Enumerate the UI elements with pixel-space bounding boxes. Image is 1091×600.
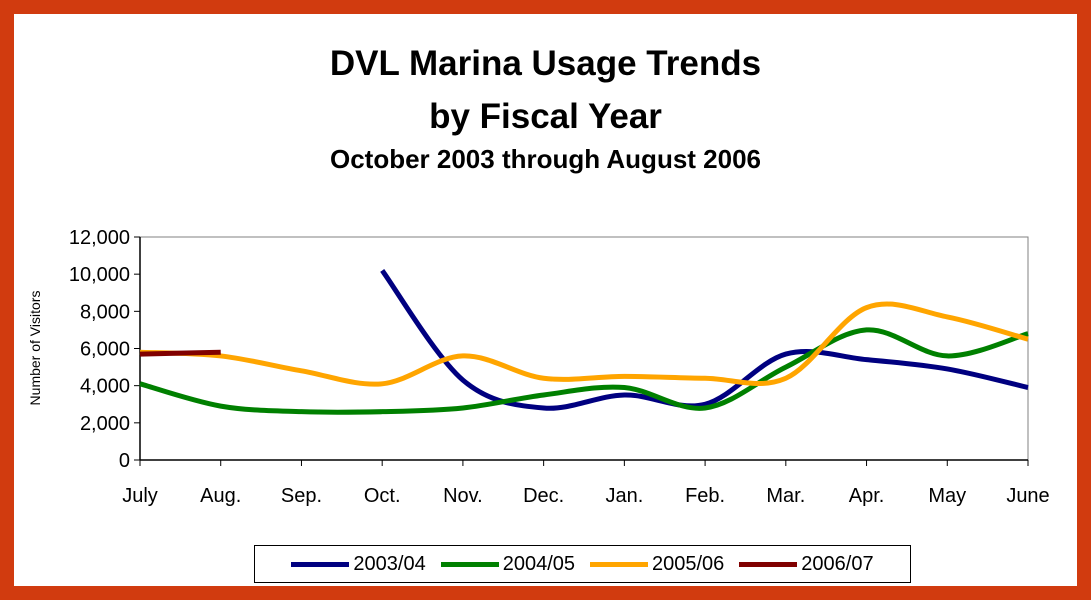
series-line-2004-05 (139, 327, 1029, 415)
x-tick-label: Oct. (364, 485, 401, 507)
x-tick-label: Jan. (605, 485, 643, 507)
legend-item: 2003/04 (291, 552, 426, 576)
y-tick-label: 6,000 (80, 339, 130, 361)
x-tick-label: Dec. (523, 485, 564, 507)
legend-item: 2004/05 (440, 552, 575, 576)
x-tick-label: May (928, 485, 966, 507)
legend-label: 2004/05 (502, 552, 575, 575)
legend-swatch (590, 561, 648, 567)
series-line-2005-06 (139, 301, 1029, 387)
series-layer (139, 268, 1029, 415)
y-tick-label: 10,000 (69, 264, 130, 286)
y-tick-label: 2,000 (80, 413, 130, 435)
x-tick-label: Sep. (281, 485, 322, 507)
legend-swatch (440, 561, 499, 567)
x-tick-label: Nov. (443, 485, 483, 507)
y-axis-label: Number of Visitors (27, 291, 43, 406)
chart-axes: 0 2,000 4,000 6,000 8,000 10,000 12,000 July Aug… (69, 227, 1050, 507)
legend-item: 2006/07 (739, 552, 874, 576)
x-tick-label: July (122, 485, 158, 507)
y-tick-label: 4,000 (80, 376, 130, 398)
legend-swatch (739, 561, 798, 567)
legend-label: 2006/07 (801, 552, 874, 575)
chart-title-line2: by Fiscal Year (429, 97, 662, 136)
x-tick-label: Apr. (849, 485, 885, 507)
series-line-2006-07 (139, 349, 221, 357)
chart-title: DVL Marina Usage Trends (329, 44, 762, 83)
plot-area-border (139, 236, 1029, 461)
legend-item: 2005/06 (590, 553, 724, 576)
x-tick-label: Aug. (200, 485, 241, 507)
legend-label: 2005/06 (652, 552, 725, 575)
y-tick-label: 8,000 (80, 301, 130, 323)
y-tick-label: 0 (119, 450, 130, 472)
chart-legend: 2003/04 2004/05 2005/06 2006/07 (254, 545, 911, 583)
legend-swatch (291, 561, 350, 567)
x-tick-label: Mar. (766, 485, 805, 507)
chart-subtitle: October 2003 through August 2006 (329, 144, 762, 174)
legend-label: 2003/04 (353, 552, 426, 575)
x-tick-label: Feb. (685, 485, 725, 507)
y-tick-label: 12,000 (69, 227, 130, 249)
x-tick-label: June (1006, 485, 1049, 507)
series-line-2003-04 (380, 268, 1029, 411)
